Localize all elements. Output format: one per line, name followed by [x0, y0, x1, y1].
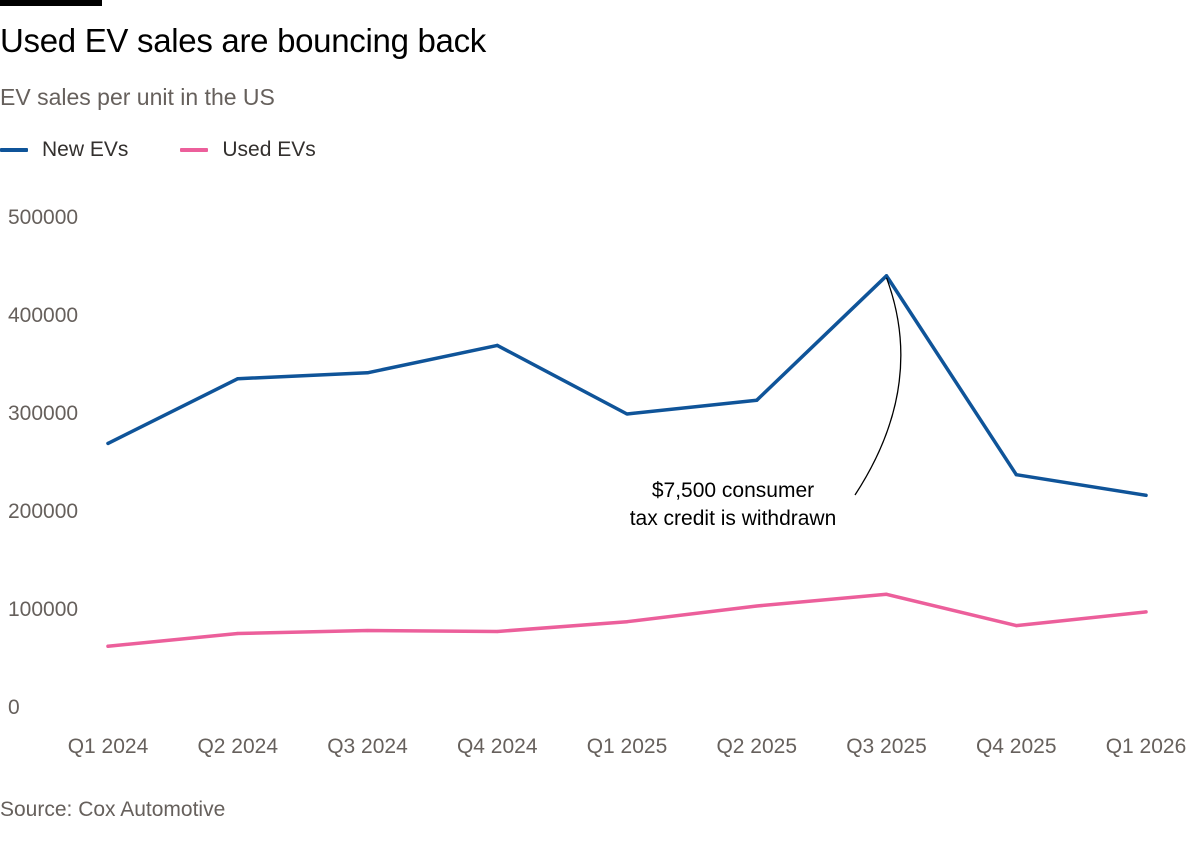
annotation-leader-line [854, 277, 902, 496]
data-point-new-evs [495, 343, 499, 347]
legend-swatch-new-evs [0, 148, 28, 152]
data-point-new-evs [236, 377, 240, 381]
data-point-new-evs [884, 274, 889, 278]
data-point-new-evs [625, 412, 629, 416]
brand-bar [0, 0, 102, 6]
data-point-new-evs [1144, 493, 1148, 497]
data-point-new-evs [365, 371, 370, 375]
y-tick-label: 200000 [8, 500, 78, 523]
x-tick-label: Q3 2024 [327, 735, 408, 758]
legend-swatch-used-evs [180, 148, 209, 152]
x-tick-label: Q4 2025 [976, 735, 1057, 758]
annotation-text-line: $7,500 consumer [652, 479, 814, 502]
y-tick-label: 100000 [8, 598, 78, 621]
data-point-used-evs [1144, 610, 1148, 614]
data-point-used-evs [106, 644, 110, 648]
y-tick-label: 400000 [8, 304, 78, 327]
annotation-text-line: tax credit is withdrawn [630, 507, 837, 530]
x-tick-label: Q3 2025 [846, 735, 927, 758]
data-point-used-evs [1014, 624, 1018, 628]
data-point-used-evs [365, 628, 370, 633]
x-axis-ticks: Q1 2024 Q2 2024 Q3 2024 Q4 2024 Q1 2025 Q2 20… [68, 735, 1187, 758]
x-tick-label: Q1 2024 [68, 735, 149, 758]
legend-item-used-evs: Used EVs [180, 138, 316, 162]
chart-subtitle: EV sales per unit in the US [0, 84, 275, 110]
data-point-used-evs [625, 620, 629, 624]
legend-label-used-evs: Used EVs [222, 138, 316, 161]
series-layer [106, 274, 1148, 648]
x-tick-label: Q4 2024 [457, 735, 538, 758]
source-note: Source: Cox Automotive [0, 798, 226, 821]
series-line-new-evs [106, 274, 1148, 498]
y-axis-ticks: 0 100000 200000 300000 400000 500000 [8, 206, 78, 719]
data-point-used-evs [236, 631, 240, 636]
y-tick-label: 0 [8, 696, 20, 719]
x-tick-label: Q1 2025 [587, 735, 668, 758]
data-point-new-evs [106, 441, 110, 445]
data-point-used-evs [495, 629, 499, 634]
x-tick-label: Q2 2025 [716, 735, 797, 758]
chart-title: Used EV sales are bouncing back [0, 22, 486, 59]
annotation-layer: $7,500 consumer tax credit is withdrawn [630, 277, 902, 530]
data-point-new-evs [755, 398, 759, 402]
y-tick-label: 300000 [8, 402, 78, 425]
data-point-new-evs [1014, 473, 1018, 477]
x-tick-label: Q2 2024 [197, 735, 278, 758]
x-tick-label: Q1 2026 [1106, 735, 1187, 758]
data-point-used-evs [884, 592, 889, 596]
legend: New EVs Used EVs [0, 138, 368, 162]
y-tick-label: 500000 [8, 206, 78, 229]
legend-item-new-evs: New EVs [0, 138, 128, 162]
data-point-used-evs [755, 604, 759, 608]
legend-label-new-evs: New EVs [42, 138, 129, 161]
